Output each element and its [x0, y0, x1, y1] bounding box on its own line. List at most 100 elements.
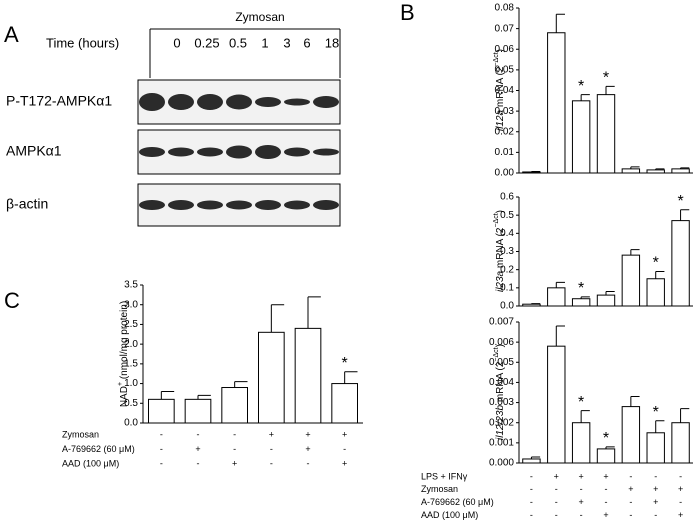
y-axis-label: il23a mRNA (2−Δct) — [493, 210, 505, 292]
y-tick-label: 0.003 — [489, 397, 514, 408]
bar — [646, 432, 665, 464]
significance-marker: * — [603, 430, 609, 447]
blot-band — [313, 148, 339, 156]
error-bar — [555, 13, 565, 33]
y-axis-label-part: ) — [495, 49, 506, 52]
panel-label: B — [400, 0, 415, 25]
time-point: 6 — [303, 35, 310, 50]
y-axis-label-part: −Δct — [493, 347, 500, 361]
y-tick-label: 0.1 — [500, 282, 514, 293]
y-axis-label-part: ) — [495, 210, 506, 213]
treatment-sign: - — [679, 471, 682, 481]
bar — [571, 100, 591, 174]
y-tick-label: 0.06 — [495, 44, 515, 55]
y-tick-label: 2.0 — [124, 339, 138, 350]
y-tick-label: 0.07 — [495, 23, 515, 34]
bar — [547, 345, 566, 464]
y-tick-label: 0.5 — [500, 210, 514, 221]
treatment-sign: - — [343, 444, 346, 454]
bar — [522, 458, 541, 464]
blot-band — [197, 94, 223, 110]
treatment-sign: + — [653, 484, 658, 494]
blot-band — [284, 98, 310, 106]
treatment-sign: + — [579, 471, 584, 481]
bar — [596, 448, 616, 464]
error-bar — [655, 168, 665, 170]
y-axis-label-part: + — [117, 382, 124, 386]
time-point: 0.5 — [229, 35, 247, 50]
significance-marker: * — [342, 355, 348, 372]
y-tick-label: 3.0 — [124, 299, 138, 310]
y-axis-label-part: il12a — [495, 109, 506, 131]
significance-marker: * — [677, 193, 683, 210]
significance-marker: * — [653, 255, 659, 272]
bar — [596, 94, 616, 174]
error-bar — [580, 94, 590, 101]
treatment-sign: - — [555, 484, 558, 494]
error-bar — [680, 408, 690, 423]
bar — [671, 422, 690, 464]
treatment-label: AAD (100 μM) — [62, 458, 119, 468]
treatment-sign: - — [197, 458, 200, 468]
y-tick-label: 0.2 — [500, 264, 514, 275]
bar — [522, 171, 541, 174]
error-bar — [270, 304, 285, 333]
treatment-label: A-769662 (60 μM) — [421, 497, 494, 507]
significance-marker: * — [578, 394, 584, 411]
y-tick-label: 0.6 — [500, 192, 514, 203]
y-tick-label: 0.3 — [500, 246, 514, 257]
treatment-label: AAD (100 μM) — [421, 510, 478, 520]
y-tick-label: 0.00 — [495, 168, 515, 179]
treatment-sign: - — [580, 510, 583, 520]
error-bar — [530, 303, 541, 305]
treatment-sign: - — [555, 497, 558, 507]
y-tick-label: 0.0 — [500, 301, 514, 312]
y-axis-label-part: −Δct — [493, 213, 500, 227]
y-axis-label-part: NAD — [119, 386, 130, 407]
error-bar — [344, 371, 358, 384]
y-axis-label-part: il23a — [495, 270, 506, 292]
treatment-sign: - — [270, 458, 273, 468]
blot-band — [139, 147, 165, 157]
time-point: 3 — [283, 35, 290, 50]
treatment-sign: - — [629, 497, 632, 507]
error-bar — [680, 209, 690, 221]
error-bar — [160, 390, 175, 400]
blot-row-label: AMPKα1 — [6, 143, 62, 159]
treatment-sign: + — [678, 510, 683, 520]
y-axis-label: il12/23b mRNA (2−Δct) — [493, 344, 505, 440]
blot-band — [313, 200, 339, 210]
y-axis-label: il12a mRNA (2−Δct) — [493, 49, 505, 131]
bar — [571, 298, 591, 307]
y-tick-label: 0.05 — [495, 65, 515, 76]
y-tick-label: 0.002 — [489, 417, 514, 428]
blot-band — [226, 200, 252, 210]
treatment-sign: - — [530, 510, 533, 520]
significance-marker: * — [603, 70, 609, 87]
error-bar — [580, 296, 590, 299]
y-tick-label: 2.5 — [124, 319, 138, 330]
blot-band — [313, 96, 339, 108]
treatment-label: A-769662 (60 μM) — [62, 444, 135, 454]
blot-band — [139, 93, 165, 111]
error-bar — [197, 394, 211, 400]
bar — [184, 398, 212, 424]
bar — [547, 32, 566, 174]
y-tick-label: 0.4 — [500, 228, 514, 239]
bar — [621, 254, 641, 307]
y-axis-label-part: il12/23b — [495, 405, 506, 440]
y-tick-label: 1.0 — [124, 378, 138, 389]
treatment-sign: + — [603, 510, 608, 520]
treatment-label: LPS + IFNγ — [421, 471, 468, 481]
bar — [221, 387, 248, 424]
significance-marker: * — [578, 280, 584, 297]
treatment-sign: + — [603, 471, 608, 481]
treatment-sign: + — [653, 497, 658, 507]
blot-band — [197, 200, 223, 210]
treatment-sign: - — [629, 510, 632, 520]
bar — [148, 398, 175, 424]
error-bar — [605, 85, 615, 95]
treatment-sign: - — [605, 484, 608, 494]
y-axis-label-part: ) — [495, 344, 506, 347]
